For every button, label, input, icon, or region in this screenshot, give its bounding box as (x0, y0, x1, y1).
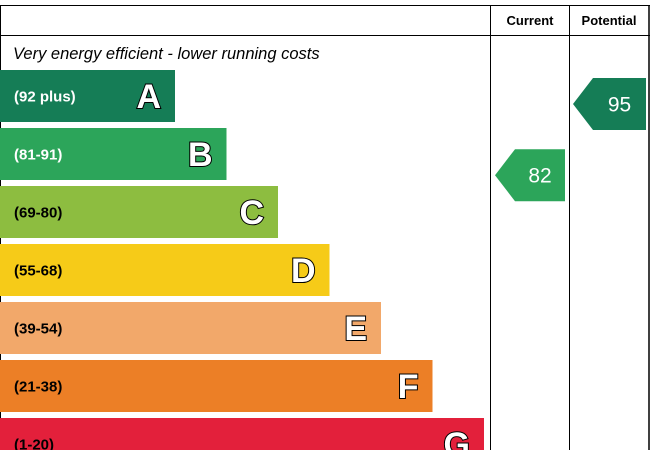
current-rating-value: 82 (528, 165, 551, 188)
band-a-letter: A (136, 78, 161, 116)
band-g-letter: G (444, 426, 470, 450)
bands-layer: (92 plus) A (81-91) B (69-80) C (55-68) D (39-54… (0, 70, 484, 450)
top-efficiency-label: Very energy efficient - lower running co… (13, 45, 320, 63)
band-g-bar (0, 418, 484, 450)
band-e-letter: E (344, 310, 367, 348)
band-e-range-label: (39-54) (14, 321, 62, 338)
band-c-letter: C (239, 194, 264, 232)
band-f-letter: F (398, 368, 419, 406)
band-g-range-label: (1-20) (14, 437, 54, 450)
column-header-current: Current (507, 13, 555, 28)
column-header-potential: Potential (582, 13, 637, 28)
current-rating-arrow (495, 149, 565, 202)
potential-rating-arrow (573, 78, 646, 130)
band-d-bar (0, 244, 330, 296)
band-a-bar (0, 70, 175, 122)
band-c-range-label: (69-80) (14, 205, 62, 222)
band-b-bar (0, 128, 227, 180)
potential-rating-value: 95 (608, 94, 631, 117)
band-e-bar (0, 302, 381, 354)
band-d-letter: D (291, 252, 316, 290)
band-b-range-label: (81-91) (14, 147, 62, 164)
band-f-range-label: (21-38) (14, 379, 62, 396)
band-c-bar (0, 186, 278, 238)
band-d-range-label: (55-68) (14, 263, 62, 280)
band-a-range-label: (92 plus) (14, 89, 76, 106)
band-b-letter: B (188, 136, 213, 174)
arrows-layer: 82 95 (495, 78, 646, 202)
band-f-bar (0, 360, 433, 412)
